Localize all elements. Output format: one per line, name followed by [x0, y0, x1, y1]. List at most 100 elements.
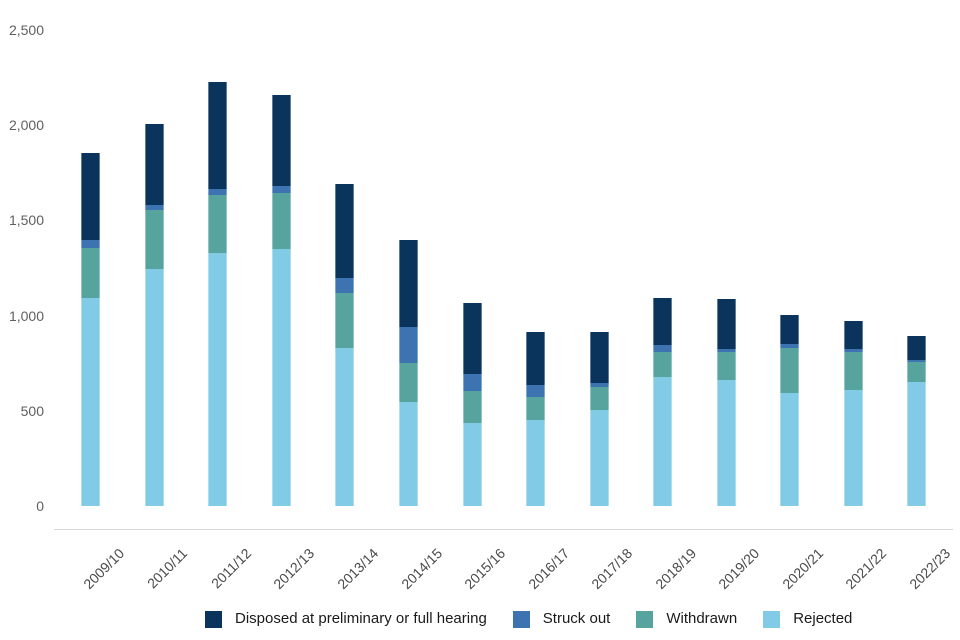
x-tick-label: 2009/10	[80, 545, 128, 593]
x-tick-label: 2022/23	[905, 545, 953, 593]
segment-disposed-at-preliminary-or-full-hearing	[271, 94, 291, 187]
segment-rejected	[81, 298, 101, 506]
segment-rejected	[780, 392, 800, 506]
bar-2011-12	[208, 0, 228, 506]
segment-withdrawn	[780, 347, 800, 393]
segment-disposed-at-preliminary-or-full-hearing	[399, 240, 418, 328]
bar-2016-17	[526, 0, 546, 506]
segment-disposed-at-preliminary-or-full-hearing	[780, 314, 800, 345]
x-tick-label: 2010/11	[144, 545, 191, 592]
x-tick-label: 2016/17	[524, 545, 572, 593]
segment-struck-out	[780, 344, 800, 348]
segment-struck-out	[589, 383, 609, 387]
legend-swatch-icon	[763, 610, 781, 628]
bar-2020-21	[780, 0, 800, 506]
segment-rejected	[399, 402, 418, 506]
segment-struck-out	[653, 345, 673, 352]
legend-item-rejected: Rejected	[763, 610, 852, 628]
x-tick-label: 2021/22	[842, 545, 890, 593]
bar-2014-15	[399, 0, 418, 506]
segment-disposed-at-preliminary-or-full-hearing	[907, 335, 927, 361]
legend-item-withdrawn: Withdrawn	[636, 610, 737, 628]
segment-disposed-at-preliminary-or-full-hearing	[526, 331, 546, 386]
segment-withdrawn	[271, 192, 291, 249]
segment-struck-out	[716, 348, 736, 352]
segment-rejected	[335, 347, 355, 506]
bar-2015-16	[462, 0, 482, 506]
segment-rejected	[589, 409, 609, 506]
segment-disposed-at-preliminary-or-full-hearing	[144, 124, 164, 206]
legend-item-disposed-at-preliminary-or-full-hearing: Disposed at preliminary or full hearing	[205, 610, 487, 628]
x-tick-label: 2011/12	[207, 545, 255, 592]
segment-disposed-at-preliminary-or-full-hearing	[589, 331, 609, 384]
segment-withdrawn	[907, 362, 927, 383]
segment-rejected	[208, 252, 228, 506]
legend-label: Struck out	[542, 610, 611, 627]
legend: Disposed at preliminary or full hearing S…	[205, 610, 852, 628]
bar-2010-11	[144, 0, 164, 506]
segment-disposed-at-preliminary-or-full-hearing	[208, 82, 228, 189]
x-tick-label: 2020/21	[778, 545, 826, 593]
y-tick-label: 2,500	[8, 22, 44, 38]
segment-rejected	[144, 268, 164, 506]
segment-rejected	[843, 389, 863, 506]
y-tick-label: 2,000	[8, 117, 44, 134]
segment-struck-out	[462, 373, 482, 391]
segment-struck-out	[271, 186, 291, 193]
bar-2021-22	[843, 0, 863, 506]
segment-withdrawn	[208, 194, 228, 253]
y-tick-label: 500	[20, 402, 44, 419]
segment-withdrawn	[335, 292, 355, 348]
y-tick-label: 1,000	[8, 307, 44, 324]
segment-rejected	[526, 420, 546, 506]
legend-label: Rejected	[793, 610, 853, 627]
legend-swatch-icon	[205, 610, 222, 628]
segment-struck-out	[335, 277, 355, 293]
segment-rejected	[462, 423, 482, 506]
segment-withdrawn	[843, 351, 863, 390]
x-tick-label: 2017/18	[588, 545, 636, 593]
segment-struck-out	[843, 348, 863, 352]
bar-2013-14	[335, 0, 355, 506]
segment-struck-out	[526, 385, 546, 398]
bar-2009-10	[81, 0, 101, 506]
segment-withdrawn	[462, 390, 482, 424]
segment-withdrawn	[653, 351, 673, 377]
segment-withdrawn	[526, 397, 546, 421]
segment-rejected	[907, 382, 927, 506]
segment-rejected	[716, 380, 736, 506]
segment-struck-out	[81, 240, 101, 248]
segment-disposed-at-preliminary-or-full-hearing	[653, 297, 673, 346]
segment-rejected	[271, 248, 291, 506]
segment-struck-out	[399, 327, 418, 364]
segment-rejected	[653, 376, 673, 506]
y-tick-label: 0	[36, 498, 44, 514]
segment-struck-out	[907, 360, 927, 363]
x-axis-line	[54, 529, 953, 530]
x-tick-label: 2019/20	[715, 545, 763, 593]
bar-2019-20	[716, 0, 736, 506]
x-tick-label: 2018/19	[651, 545, 699, 593]
segment-disposed-at-preliminary-or-full-hearing	[81, 152, 101, 241]
segment-disposed-at-preliminary-or-full-hearing	[843, 321, 863, 349]
y-tick-label: 1,500	[8, 212, 44, 229]
segment-withdrawn	[399, 363, 418, 403]
bar-2017-18	[589, 0, 609, 506]
x-tick-label: 2014/15	[397, 545, 445, 593]
segment-withdrawn	[716, 351, 736, 381]
legend-label: Disposed at preliminary or full hearing	[235, 610, 487, 627]
bar-2012-13	[271, 0, 291, 506]
segment-struck-out	[144, 205, 164, 210]
segment-disposed-at-preliminary-or-full-hearing	[716, 299, 736, 349]
legend-swatch-icon	[512, 610, 530, 628]
legend-item-struck-out: Struck out	[512, 610, 611, 628]
segment-withdrawn	[144, 209, 164, 269]
segment-disposed-at-preliminary-or-full-hearing	[462, 303, 482, 374]
x-tick-label: 2013/14	[334, 545, 382, 593]
legend-label: Withdrawn	[666, 610, 738, 627]
bar-2018-19	[653, 0, 673, 506]
bar-2022-23	[907, 0, 927, 506]
segment-disposed-at-preliminary-or-full-hearing	[335, 184, 355, 278]
x-tick-label: 2015/16	[461, 545, 509, 593]
